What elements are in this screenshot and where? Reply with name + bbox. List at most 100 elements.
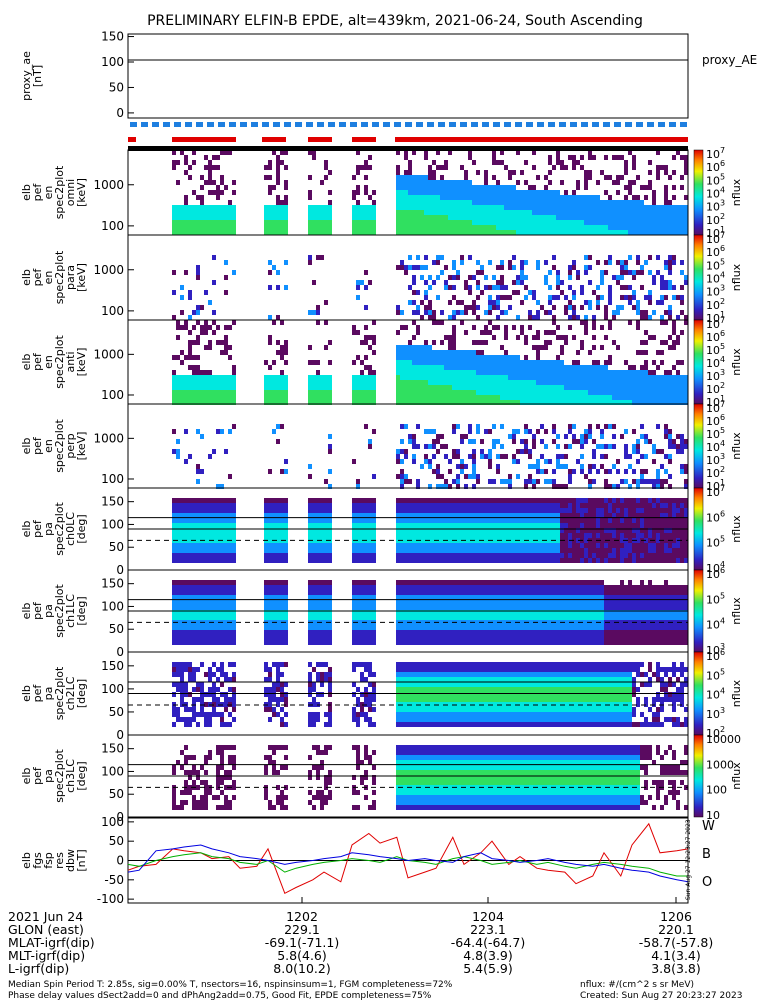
heatmap-cell bbox=[680, 449, 684, 454]
heatmap-cell bbox=[172, 635, 176, 640]
heatmap-cell bbox=[524, 360, 528, 365]
heatmap-cell bbox=[620, 543, 624, 548]
heatmap-cell bbox=[536, 335, 540, 340]
heatmap-cell bbox=[636, 395, 640, 400]
heatmap-cell bbox=[224, 595, 228, 600]
heatmap-cell bbox=[492, 355, 496, 360]
heatmap-cell bbox=[188, 365, 192, 370]
heatmap-cell bbox=[368, 595, 372, 600]
heatmap-cell bbox=[552, 523, 556, 528]
heatmap-cell bbox=[592, 439, 596, 444]
heatmap-cell bbox=[320, 615, 324, 620]
heatmap-cell bbox=[364, 385, 368, 390]
heatmap-cell bbox=[428, 210, 432, 215]
heatmap-cell bbox=[572, 310, 576, 315]
heatmap-cell bbox=[500, 185, 504, 190]
heatmap-cell bbox=[172, 355, 176, 360]
heatmap-cell bbox=[664, 265, 668, 270]
heatmap-cell bbox=[540, 220, 544, 225]
heatmap-cell bbox=[536, 543, 540, 548]
heatmap-cell bbox=[176, 523, 180, 528]
heatmap-cell bbox=[412, 175, 416, 180]
heatmap-cell bbox=[412, 265, 416, 270]
heatmap-cell bbox=[396, 210, 400, 215]
heatmap-cell bbox=[480, 185, 484, 190]
heatmap-cell bbox=[532, 150, 536, 155]
heatmap-cell bbox=[556, 380, 560, 385]
heatmap-cell bbox=[460, 300, 464, 305]
heatmap-cell bbox=[676, 503, 680, 508]
heatmap-cell bbox=[544, 400, 548, 405]
heatmap-cell bbox=[404, 270, 408, 275]
heatmap-cell bbox=[584, 503, 588, 508]
heatmap-cell bbox=[616, 543, 620, 548]
heatmap-cell bbox=[444, 523, 448, 528]
heatmap-cell bbox=[556, 210, 560, 215]
heatmap-cell bbox=[516, 400, 520, 405]
heatmap-cell bbox=[540, 200, 544, 205]
heatmap-cell bbox=[424, 310, 428, 315]
heatmap-cell bbox=[308, 375, 312, 380]
heatmap-cell bbox=[644, 469, 648, 474]
heatmap-cell bbox=[316, 375, 320, 380]
heatmap-cell bbox=[652, 479, 656, 484]
heatmap-cell bbox=[464, 185, 468, 190]
heatmap-cell bbox=[584, 330, 588, 335]
colorbar-tick-label: 106 bbox=[706, 159, 725, 174]
heatmap-cell bbox=[564, 305, 568, 310]
heatmap-cell bbox=[272, 400, 276, 405]
heatmap-cell bbox=[632, 513, 636, 518]
heatmap-cell bbox=[556, 375, 560, 380]
heatmap-cell bbox=[220, 553, 224, 558]
heatmap-cell bbox=[188, 390, 192, 395]
heatmap-cell bbox=[628, 400, 632, 405]
heatmap-cell bbox=[264, 543, 268, 548]
heatmap-cell bbox=[536, 523, 540, 528]
heatmap-cell bbox=[624, 533, 628, 538]
colorbar-tick-label: 104 bbox=[706, 186, 725, 201]
heatmap-cell bbox=[480, 215, 484, 220]
heatmap-cell bbox=[668, 335, 672, 340]
heatmap-cell bbox=[220, 385, 224, 390]
heatmap-cell bbox=[308, 380, 312, 385]
heatmap-cell bbox=[576, 360, 580, 365]
heatmap-cell bbox=[308, 390, 312, 395]
heatmap-cell bbox=[428, 528, 432, 533]
heatmap-cell bbox=[624, 454, 628, 459]
heatmap-cell bbox=[512, 210, 516, 215]
heatmap-cell bbox=[460, 370, 464, 375]
heatmap-cell bbox=[616, 220, 620, 225]
heatmap-cell bbox=[528, 215, 532, 220]
heatmap-cell bbox=[492, 508, 496, 513]
heatmap-cell bbox=[404, 503, 408, 508]
heatmap-cell bbox=[676, 220, 680, 225]
heatmap-cell bbox=[400, 558, 404, 563]
heatmap-cell bbox=[484, 395, 488, 400]
heatmap-cell bbox=[188, 615, 192, 620]
heatmap-cell bbox=[368, 439, 372, 444]
heatmap-cell bbox=[572, 533, 576, 538]
heatmap-cell bbox=[576, 518, 580, 523]
heatmap-cell bbox=[428, 350, 432, 355]
panels: proxy_ae[nT]150100500proxy_AEelbpefenspe… bbox=[20, 30, 757, 907]
heatmap-cell bbox=[324, 508, 328, 513]
heatmap-cell bbox=[200, 513, 204, 518]
heatmap-cell bbox=[604, 270, 608, 275]
heatmap-cell bbox=[496, 464, 500, 469]
heatmap-cell bbox=[172, 548, 176, 553]
heatmap-cell bbox=[536, 310, 540, 315]
heatmap-cell bbox=[552, 548, 556, 553]
heatmap-cell bbox=[532, 385, 536, 390]
heatmap-cell bbox=[400, 590, 404, 595]
heatmap-cell bbox=[420, 508, 424, 513]
heatmap-cell bbox=[408, 230, 412, 235]
heatmap-cell bbox=[204, 180, 208, 185]
heatmap-cell bbox=[544, 508, 548, 513]
heatmap-cell bbox=[504, 225, 508, 230]
heatmap-cell bbox=[224, 635, 228, 640]
heatmap-cell bbox=[500, 479, 504, 484]
heatmap-cell bbox=[564, 543, 568, 548]
heatmap-cell bbox=[412, 150, 416, 155]
heatmap-cell bbox=[268, 215, 272, 220]
heatmap-cell bbox=[328, 533, 332, 538]
